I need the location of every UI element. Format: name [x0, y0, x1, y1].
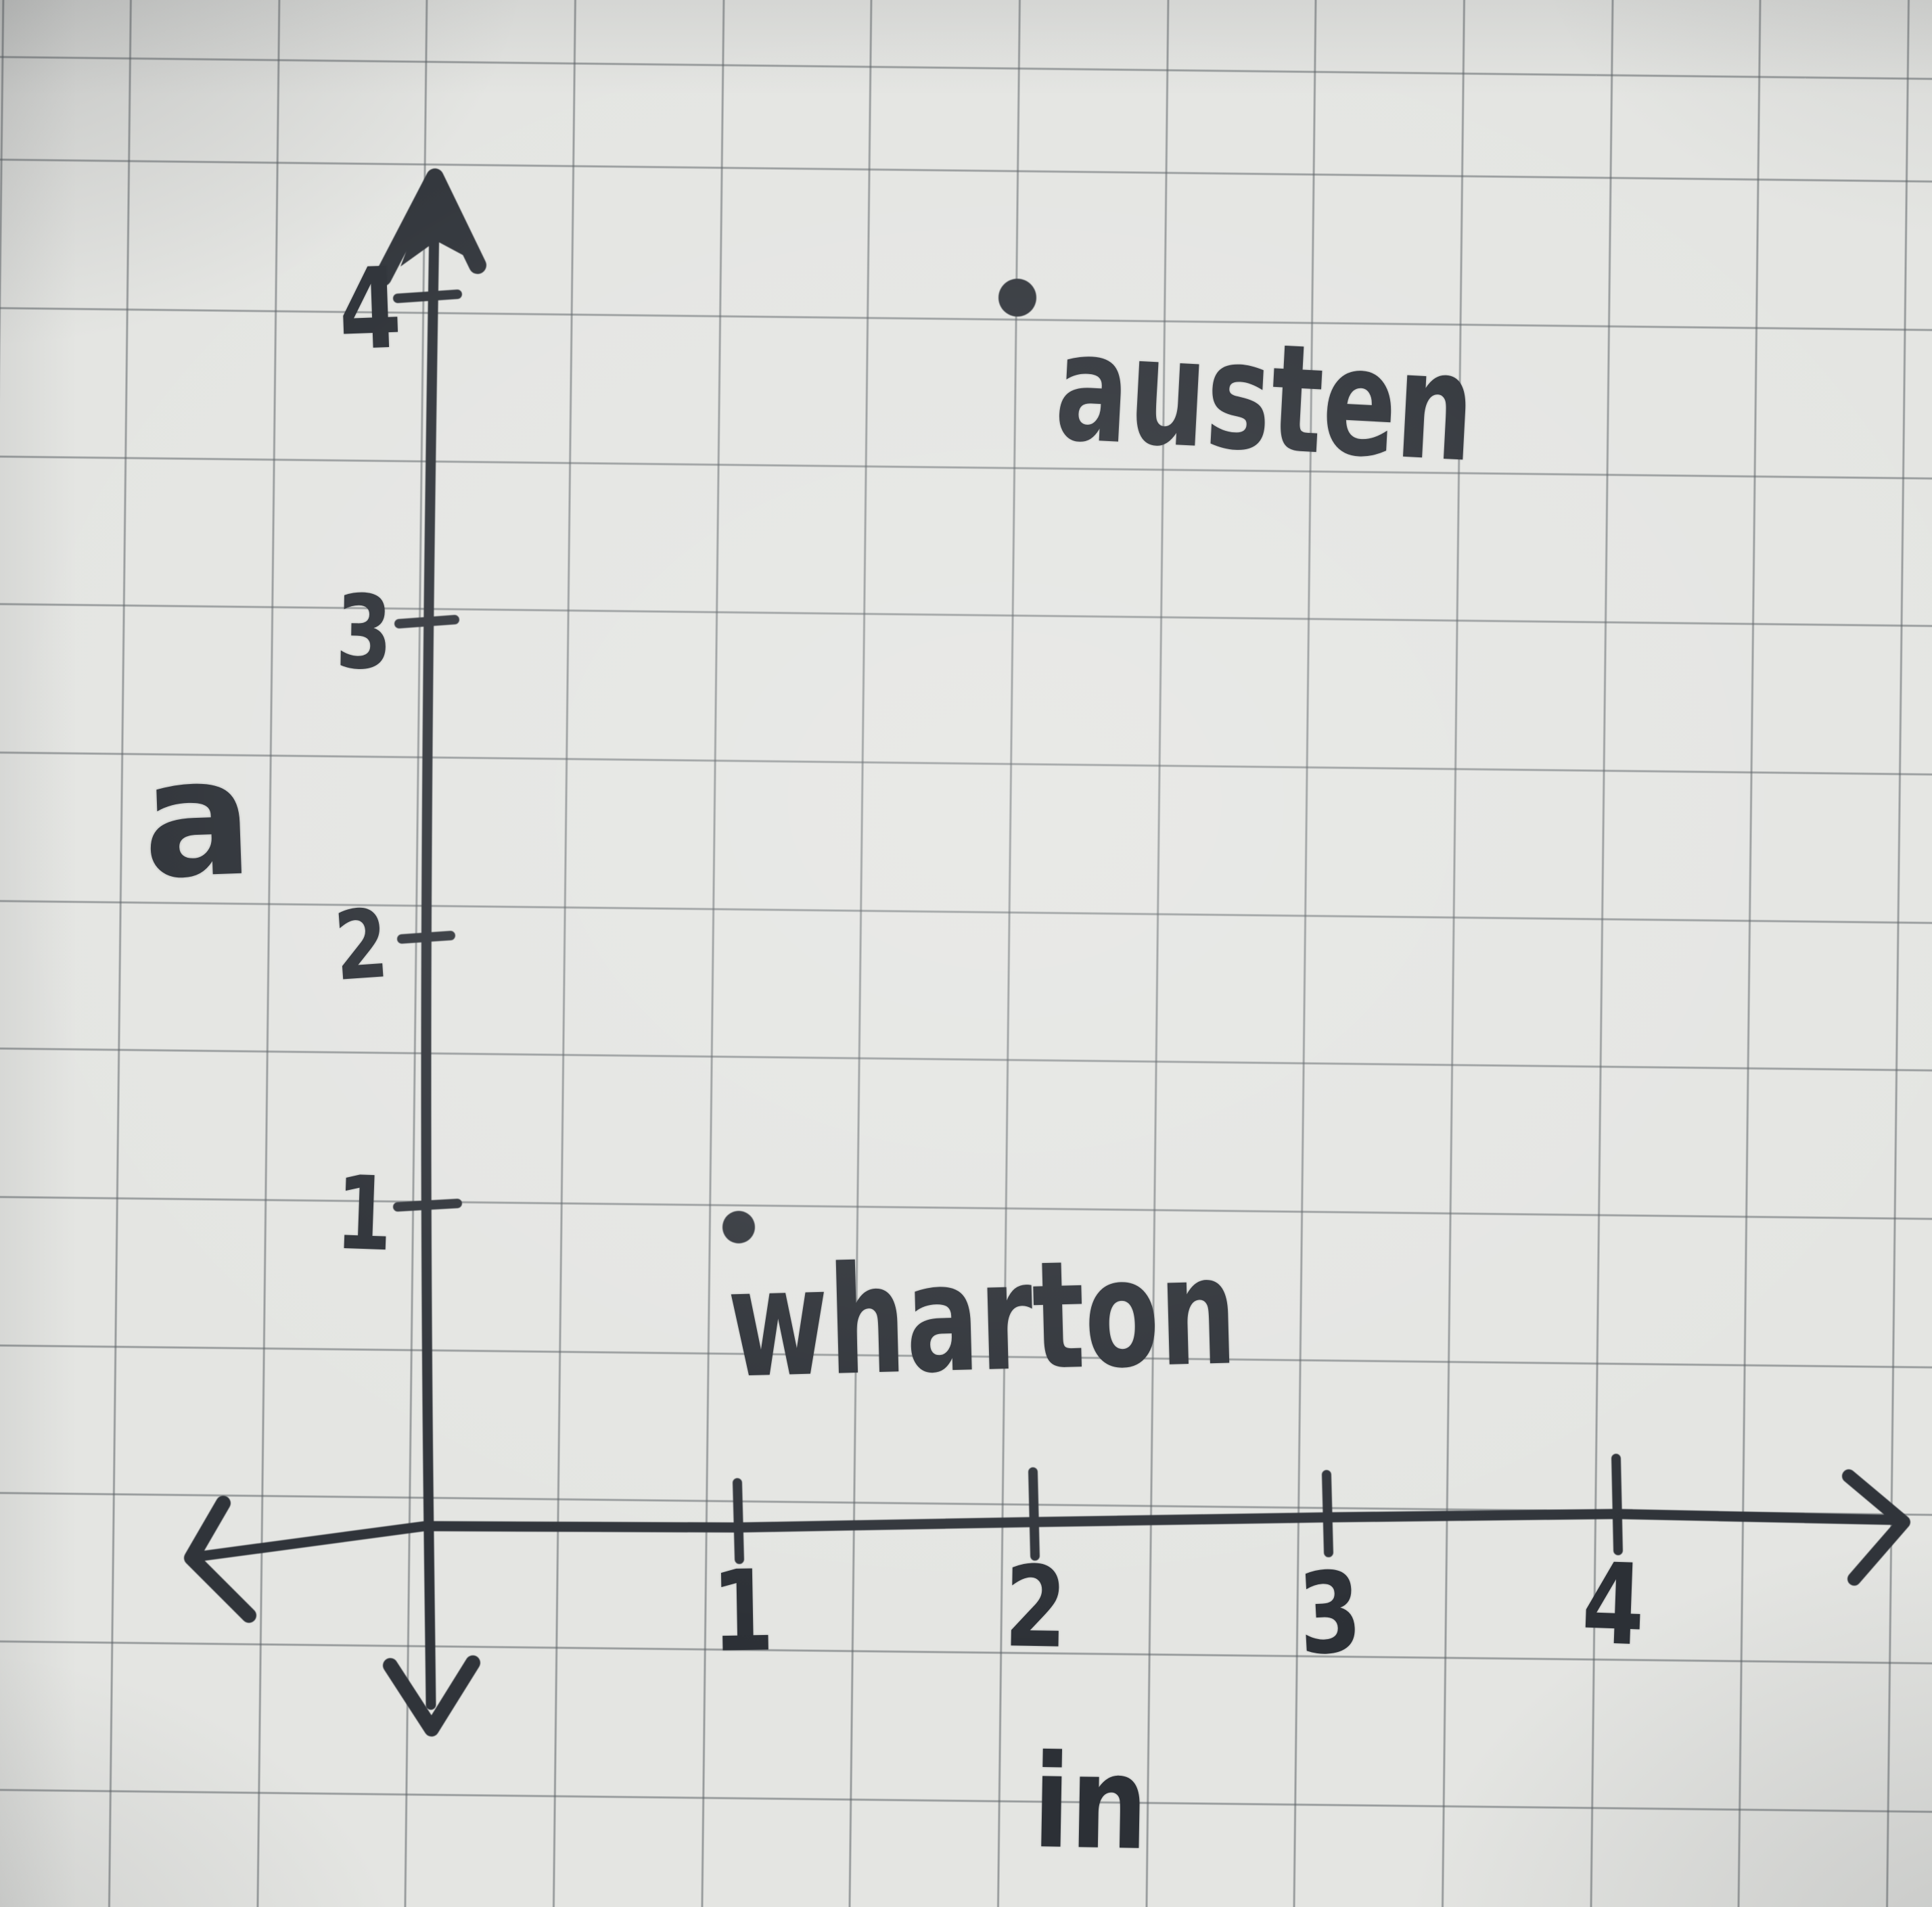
y-tick-4 — [393, 290, 462, 303]
y-tick-2 — [397, 931, 455, 944]
x-tick-2 — [1028, 1467, 1040, 1561]
point-label-austen: austen — [1051, 300, 1479, 496]
x-axis-arrow-right-icon — [1842, 1469, 1910, 1586]
x-tick-label-3: 3 — [1295, 1546, 1364, 1680]
point-label-wharton: wharton — [725, 1224, 1239, 1411]
x-axis-label: in — [1031, 1727, 1150, 1879]
data-points — [722, 279, 1036, 1243]
y-tick-label-3: 3 — [334, 574, 394, 693]
data-point-wharton — [722, 1211, 755, 1243]
y-axis-arrow-up-fill — [400, 176, 474, 267]
y-tick-3 — [394, 615, 459, 628]
x-tick-4 — [1611, 1454, 1623, 1555]
y-axis-line — [421, 179, 440, 1710]
y-axis-arrow-down-icon — [383, 1655, 480, 1737]
y-tick-1 — [393, 1199, 462, 1212]
y-tick-label-4: 4 — [336, 243, 404, 375]
y-axis-label: a — [139, 722, 256, 915]
x-tick-label-2: 2 — [1003, 1542, 1068, 1673]
x-tick-label-4: 4 — [1580, 1538, 1647, 1671]
y-tick-label-1: 1 — [334, 1154, 394, 1274]
x-tick-label-1: 1 — [710, 1546, 775, 1677]
y-tick-label-2: 2 — [331, 888, 392, 1003]
x-axis-arrow-left-icon — [184, 1496, 256, 1623]
data-point-austen — [998, 279, 1036, 317]
x-tick-3 — [1322, 1470, 1333, 1557]
x-tick-1 — [733, 1478, 744, 1564]
